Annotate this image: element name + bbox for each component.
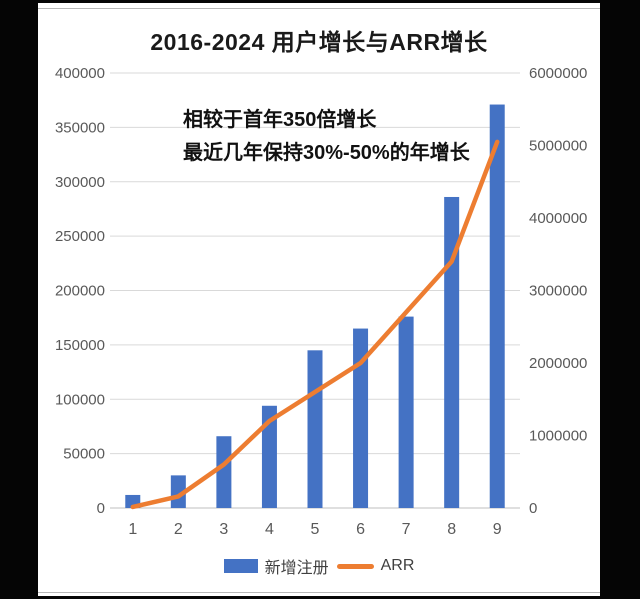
right-axis-tick-label: 4000000: [529, 210, 587, 227]
bar-8: [444, 196, 460, 508]
card-top-border: [38, 8, 600, 9]
bar-7: [398, 316, 414, 508]
legend-label-arr: ARR: [380, 557, 415, 574]
card-bottom-border: [38, 592, 600, 593]
bar-2: [170, 475, 186, 508]
legend-item-registrations: 新增注册: [223, 554, 329, 578]
bar-4: [261, 405, 277, 508]
chart-canvas: 4000003500003000002500002000001500001000…: [55, 65, 587, 538]
x-axis-label-6: 6: [356, 521, 365, 538]
x-axis-label-4: 4: [265, 521, 274, 538]
left-axis-tick-label: 200000: [55, 283, 105, 300]
right-axis-tick-label: 0: [529, 500, 537, 517]
left-axis-tick-label: 250000: [55, 228, 105, 245]
bar-series-swatch-icon: [223, 559, 258, 573]
left-axis-tick-label: 300000: [55, 174, 105, 191]
annotation-line-1: 相较于首年350倍增长: [183, 109, 377, 131]
bar-6: [353, 328, 369, 508]
right-axis-tick-label: 2000000: [529, 355, 587, 372]
left-axis-tick-label: 400000: [55, 65, 105, 82]
left-axis-tick-label: 0: [97, 500, 105, 517]
x-axis-label-5: 5: [311, 521, 320, 538]
arr-line: [130, 139, 500, 510]
left-axis-tick-label: 350000: [55, 119, 105, 136]
right-axis-tick-label: 6000000: [529, 65, 587, 82]
x-axis-label-7: 7: [402, 521, 411, 538]
legend-item-arr: ARR: [336, 557, 415, 575]
right-axis-tick-label: 3000000: [529, 283, 587, 300]
x-axis-label-2: 2: [174, 521, 183, 538]
x-axis-label-1: 1: [128, 521, 137, 538]
chart-card: 2016-2024 用户增长与ARR增长 400000 350000 300000 2…: [38, 3, 600, 596]
left-axis-tick-label: 50000: [63, 446, 105, 463]
chart-annotation: 相较于首年350倍增长 最近几年保持30%-50%的年增长: [183, 104, 470, 170]
bar-3: [216, 436, 232, 508]
annotation-line-2: 最近几年保持30%-50%的年增长: [183, 142, 470, 164]
right-axis-tick-label: 1000000: [529, 428, 587, 445]
x-axis-label-8: 8: [447, 521, 456, 538]
left-axis-tick-label: 150000: [55, 337, 105, 354]
bar-9: [489, 104, 505, 508]
chart-legend: 新增注册 ARR: [38, 554, 600, 578]
x-axis-label-3: 3: [219, 521, 228, 538]
x-axis-label-9: 9: [493, 521, 502, 538]
bar-5: [307, 350, 323, 508]
right-axis-tick-label: 5000000: [529, 138, 587, 155]
legend-label-registrations: 新增注册: [264, 560, 329, 577]
left-axis-tick-label: 100000: [55, 391, 105, 408]
chart-title: 2016-2024 用户增长与ARR增长: [150, 29, 488, 55]
line-series-swatch-icon: [336, 563, 374, 569]
